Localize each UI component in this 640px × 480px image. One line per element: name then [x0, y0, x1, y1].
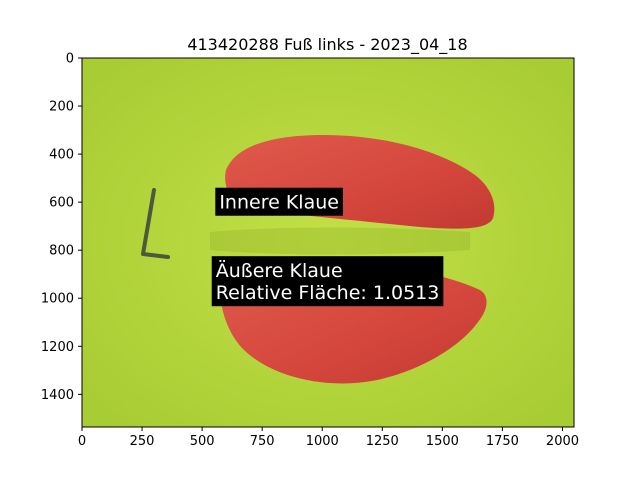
- y-tick-label: 1400: [41, 388, 74, 403]
- y-tick-label: 600: [49, 196, 74, 211]
- plot-title: 413420288 Fuß links - 2023_04_18: [187, 35, 467, 55]
- photo: [82, 58, 574, 427]
- y-tick-label: 1200: [41, 340, 74, 355]
- x-tick-label: 2000: [546, 434, 579, 449]
- annotation-text: Äußere Klaue: [216, 259, 343, 282]
- x-tick-label: 1500: [426, 434, 459, 449]
- y-axis: 0 200 400 600 800 1000 1200 1400: [41, 52, 82, 403]
- x-tick-label: 1000: [306, 434, 339, 449]
- x-tick-label: 0: [78, 434, 86, 449]
- innere-klaue-label: Innere Klaue: [215, 187, 343, 216]
- y-tick-label: 200: [49, 100, 74, 115]
- x-tick-label: 250: [130, 434, 155, 449]
- claw-groove: [210, 227, 470, 255]
- annotation-box: [211, 256, 444, 307]
- annotation-text: Relative Fläche: 1.0513: [216, 282, 440, 304]
- annotation-text: Innere Klaue: [219, 192, 339, 214]
- axes-frame: [81, 57, 575, 428]
- y-tick-label: 0: [66, 52, 74, 67]
- x-tick-label: 1250: [366, 434, 399, 449]
- x-axis: 0 250 500 750 1000 1250 1500 1750 2000: [78, 427, 579, 449]
- x-tick-label: 500: [190, 434, 215, 449]
- y-tick-label: 800: [49, 244, 74, 259]
- y-tick-label: 1000: [41, 292, 74, 307]
- x-tick-label: 750: [250, 434, 275, 449]
- marking-L: [141, 188, 170, 259]
- y-tick-label: 400: [49, 148, 74, 163]
- annotation-box: [215, 187, 343, 216]
- x-tick-label: 1750: [486, 434, 519, 449]
